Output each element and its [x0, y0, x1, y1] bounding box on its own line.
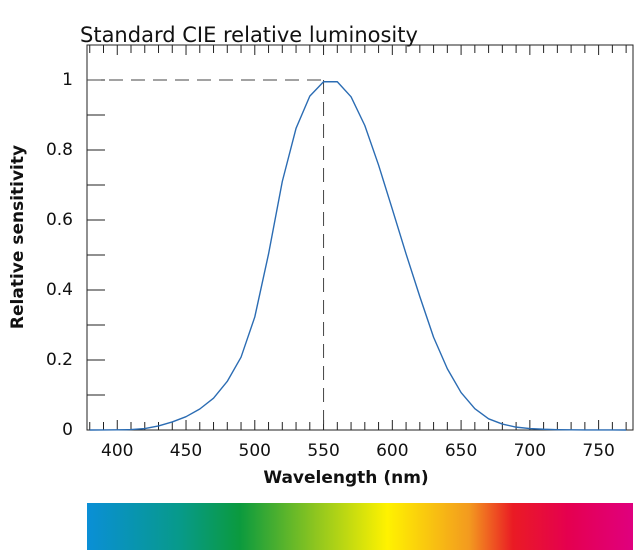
x-tick-label: 650: [445, 441, 477, 461]
y-tick-label: 0: [62, 420, 73, 440]
series-line: [89, 81, 627, 431]
x-axis-label: Wavelength (nm): [263, 468, 428, 488]
x-tick-label: 500: [239, 441, 271, 461]
x-tick-label: 450: [170, 441, 202, 461]
y-tick-label: 0.6: [46, 210, 73, 230]
y-tick-label: 1: [62, 70, 73, 90]
y-axis-label: Relative sensitivity: [8, 145, 28, 329]
x-tick-label: 400: [101, 441, 133, 461]
y-tick-label: 0.4: [46, 280, 73, 300]
x-tick-label: 550: [307, 441, 339, 461]
x-tick-label: 700: [514, 441, 546, 461]
spectrum-bar: [87, 503, 633, 550]
chart-title: Standard CIE relative luminosity: [80, 23, 418, 47]
x-tick-label: 600: [376, 441, 408, 461]
x-tick-label: 750: [582, 441, 614, 461]
plot-frame: [86, 44, 634, 431]
y-tick-label: 0.2: [46, 350, 73, 370]
y-tick-label: 0.8: [46, 140, 73, 160]
